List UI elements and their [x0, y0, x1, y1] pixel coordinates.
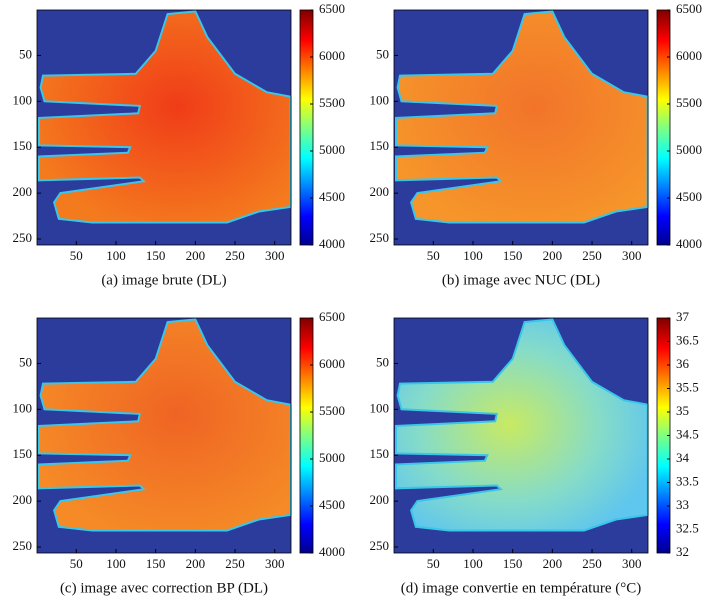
colorbar-tick-label: 37	[676, 309, 690, 324]
x-tick-label: 50	[70, 248, 83, 263]
y-tick-label: 200	[13, 184, 33, 199]
y-tick-label: 200	[370, 492, 390, 507]
x-tick-label: 250	[225, 556, 245, 571]
y-tick-label: 150	[13, 446, 33, 461]
colorbar-tick-label: 34	[676, 450, 690, 465]
y-tick-label: 200	[13, 492, 33, 507]
x-tick-label: 100	[463, 556, 483, 571]
colorbar-tick-label: 5000	[319, 450, 345, 465]
x-tick-label: 150	[146, 248, 166, 263]
colorbar-tick-label: 4500	[319, 189, 345, 204]
x-tick-label: 200	[186, 556, 206, 571]
colorbar-tick-label: 5500	[676, 95, 702, 110]
x-tick-label: 200	[543, 248, 563, 263]
y-tick-label: 150	[370, 138, 390, 153]
y-tick-label: 250	[13, 538, 33, 553]
colorbar-tick-label: 35.5	[676, 379, 699, 394]
x-tick-label: 250	[225, 248, 245, 263]
y-tick-label: 150	[370, 446, 390, 461]
y-tick-label: 100	[13, 400, 33, 415]
y-tick-label: 50	[19, 46, 32, 61]
y-tick-label: 150	[13, 138, 33, 153]
y-tick-label: 100	[370, 400, 390, 415]
y-tick-label: 250	[370, 230, 390, 245]
colorbar	[657, 10, 670, 245]
x-tick-label: 50	[427, 248, 440, 263]
colorbar-tick-label: 5500	[319, 403, 345, 418]
colorbar-tick-label: 6500	[676, 1, 702, 16]
y-tick-label: 50	[376, 46, 389, 61]
colorbar	[300, 318, 313, 553]
y-tick-label: 50	[19, 354, 32, 369]
x-tick-label: 300	[622, 556, 642, 571]
y-tick-label: 250	[370, 538, 390, 553]
colorbar-tick-label: 33	[676, 497, 689, 512]
colorbar-tick-label: 5000	[676, 142, 702, 157]
caption: (a) image brute (DL)	[101, 272, 226, 288]
colorbar-tick-label: 32.5	[676, 520, 699, 535]
y-tick-label: 100	[13, 92, 33, 107]
colorbar-tick-label: 6000	[676, 48, 702, 63]
x-tick-label: 50	[427, 556, 440, 571]
x-tick-label: 250	[582, 556, 602, 571]
caption: (b) image avec NUC (DL)	[442, 272, 600, 288]
caption: (d) image convertie en température (°C)	[401, 580, 641, 596]
colorbar-tick-label: 6000	[319, 48, 345, 63]
colorbar-tick-label: 34.5	[676, 426, 699, 441]
colorbar-tick-label: 35	[676, 403, 689, 418]
colorbar-tick-label: 32	[676, 544, 689, 559]
x-tick-label: 100	[463, 248, 483, 263]
colorbar-tick-label: 6500	[319, 309, 345, 324]
x-tick-label: 250	[582, 248, 602, 263]
y-tick-label: 50	[376, 354, 389, 369]
colorbar-tick-label: 33.5	[676, 473, 699, 488]
x-tick-label: 300	[265, 556, 285, 571]
colorbar-tick-label: 4000	[676, 236, 702, 251]
caption: (c) image avec correction BP (DL)	[60, 580, 268, 596]
x-tick-label: 300	[265, 248, 285, 263]
colorbar-tick-label: 4500	[676, 189, 702, 204]
colorbar-tick-label: 36	[676, 356, 690, 371]
colorbar-tick-label: 4000	[319, 236, 345, 251]
colorbar-tick-label: 36.5	[676, 332, 699, 347]
colorbar-tick-label: 5000	[319, 142, 345, 157]
y-tick-label: 200	[370, 184, 390, 199]
x-tick-label: 200	[543, 556, 563, 571]
colorbar-tick-label: 4000	[319, 544, 345, 559]
x-tick-label: 200	[186, 248, 206, 263]
colorbar-tick-label: 6000	[319, 356, 345, 371]
x-tick-label: 100	[106, 556, 126, 571]
x-tick-label: 150	[503, 248, 523, 263]
y-tick-label: 250	[13, 230, 33, 245]
figure: 50 100 150 200 250 300 50 100 150 200 250 4000 4500 5…	[0, 0, 713, 601]
colorbar-tick-label: 6500	[319, 1, 345, 16]
x-tick-label: 50	[70, 556, 83, 571]
colorbar	[300, 10, 313, 245]
x-tick-label: 150	[503, 556, 523, 571]
x-tick-label: 150	[146, 556, 166, 571]
colorbar-tick-label: 4500	[319, 497, 345, 512]
y-tick-label: 100	[370, 92, 390, 107]
x-tick-label: 300	[622, 248, 642, 263]
x-tick-label: 100	[106, 248, 126, 263]
colorbar-tick-label: 5500	[319, 95, 345, 110]
